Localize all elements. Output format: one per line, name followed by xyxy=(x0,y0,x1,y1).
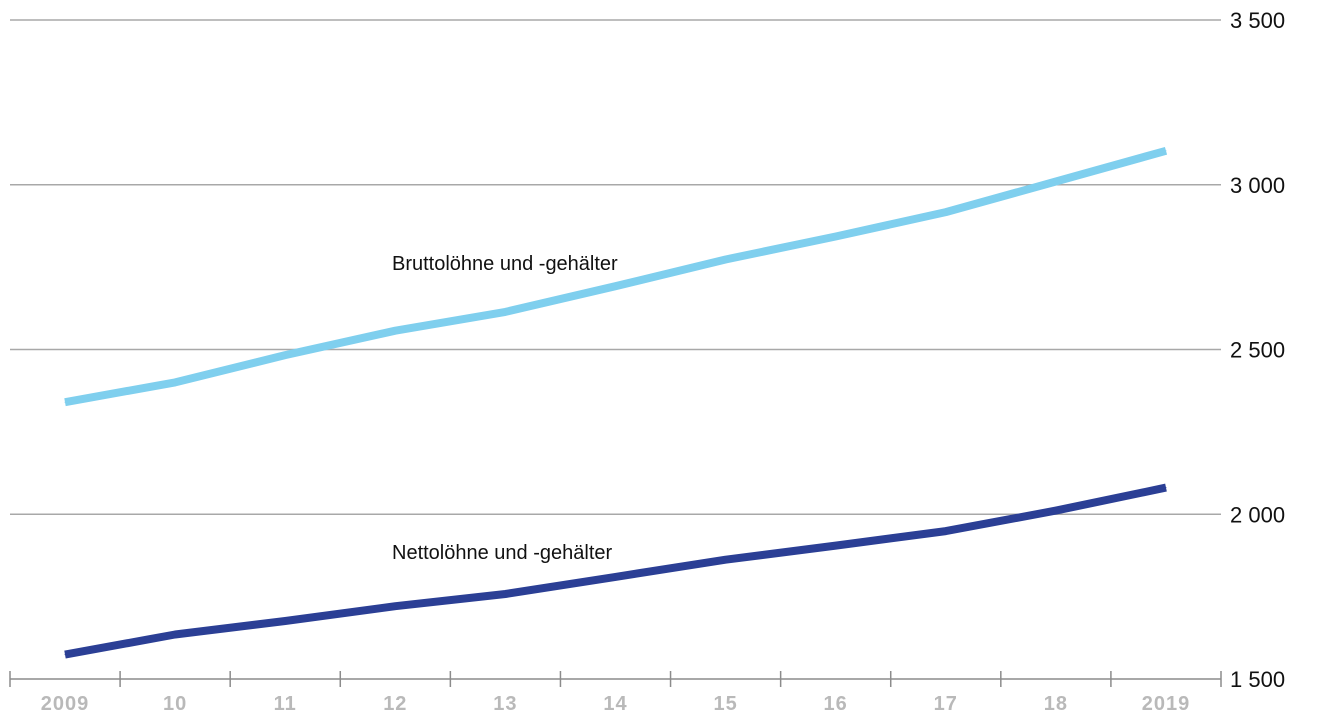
data-point-1-10 xyxy=(1165,487,1167,489)
series-line-netto xyxy=(64,483,1167,659)
data-point-1-6 xyxy=(725,559,727,561)
x-tick-label-15: 15 xyxy=(713,693,737,715)
data-point-0-7 xyxy=(835,235,837,237)
data-point-0-10 xyxy=(1165,150,1167,152)
data-point-0-1 xyxy=(174,381,176,383)
data-point-1-7 xyxy=(835,545,837,547)
x-tick-label-12: 12 xyxy=(383,693,407,715)
series-lines xyxy=(64,146,1168,659)
series-label-netto: Nettolöhne und -gehälter xyxy=(392,542,612,564)
y-tick-label-3000: 3 000 xyxy=(1230,173,1285,198)
data-point-1-9 xyxy=(1055,510,1057,512)
data-point-0-9 xyxy=(1055,180,1057,182)
y-axis-ticks: 1 500 2 000 2 500 3 000 3 500 xyxy=(1230,8,1285,692)
series-line-brutto xyxy=(64,146,1168,407)
x-tick-label-16: 16 xyxy=(824,693,848,715)
data-point-0-6 xyxy=(725,259,727,261)
y-tick-label-3500: 3 500 xyxy=(1230,8,1285,33)
data-point-0-3 xyxy=(394,330,396,332)
x-tick-label-17: 17 xyxy=(934,693,958,715)
data-point-1-2 xyxy=(284,620,286,622)
x-tick-label-13: 13 xyxy=(493,693,517,715)
data-point-0-8 xyxy=(945,211,947,213)
x-tick-label-2019: 2019 xyxy=(1142,693,1191,715)
series-labels: Bruttolöhne und -gehälter Nettolöhne und… xyxy=(392,253,618,564)
data-point-1-8 xyxy=(945,530,947,532)
y-tick-label-2000: 2 000 xyxy=(1230,502,1285,527)
x-tick-label-18: 18 xyxy=(1044,693,1068,715)
y-tick-label-2500: 2 500 xyxy=(1230,338,1285,363)
data-point-0-5 xyxy=(615,285,616,287)
x-tick-label-10: 10 xyxy=(163,693,187,715)
data-point-0-0 xyxy=(64,401,66,403)
data-point-1-3 xyxy=(394,605,396,607)
data-point-0-2 xyxy=(284,354,286,356)
series-label-brutto: Bruttolöhne und -gehälter xyxy=(392,253,618,275)
data-point-0-4 xyxy=(504,311,506,313)
y-tick-label-1500: 1 500 xyxy=(1230,667,1285,692)
x-tick-label-2009: 2009 xyxy=(41,693,90,715)
data-point-1-1 xyxy=(174,634,176,636)
x-axis: 2009 10 11 12 13 14 15 16 17 18 2019 xyxy=(9,671,1222,715)
data-point-1-5 xyxy=(615,576,616,578)
x-tick-label-14: 14 xyxy=(603,693,627,715)
data-point-1-0 xyxy=(64,654,66,656)
data-point-1-4 xyxy=(504,593,506,595)
x-tick-label-11: 11 xyxy=(274,693,297,715)
